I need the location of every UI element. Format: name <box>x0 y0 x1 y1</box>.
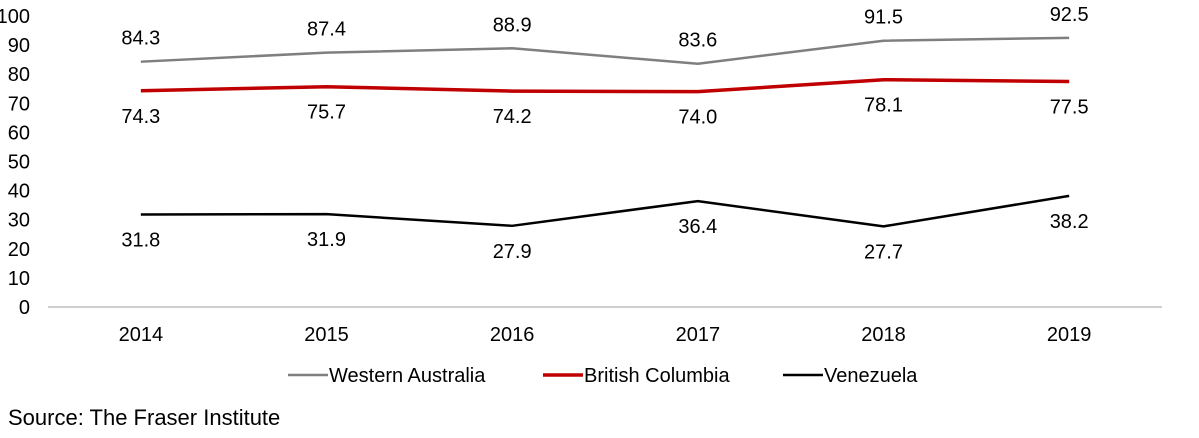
y-tick-label: 90 <box>8 35 30 57</box>
data-label: 83.6 <box>678 30 717 52</box>
data-label: 74.0 <box>678 107 717 129</box>
data-label: 74.3 <box>121 106 160 128</box>
data-label: 36.4 <box>678 216 717 238</box>
data-label: 31.8 <box>121 229 160 251</box>
x-axis: 2014 2015 2016 2017 2018 2019 <box>119 324 1092 346</box>
x-tick-label: 2017 <box>676 324 721 346</box>
legend-label: Western Australia <box>329 365 486 387</box>
data-label: 87.4 <box>307 19 346 41</box>
data-label: 75.7 <box>307 102 346 124</box>
data-labels: 84.3 87.4 88.9 83.6 91.5 92.5 74.3 75.7 74.2 74.0… <box>121 4 1088 264</box>
source-note: Source: The Fraser Institute <box>8 405 281 430</box>
data-label: 27.7 <box>864 241 903 263</box>
y-axis: 0 10 20 30 40 50 60 70 80 90 100 <box>0 6 30 319</box>
y-tick-label: 0 <box>19 297 30 319</box>
legend-label: British Columbia <box>584 365 730 387</box>
y-tick-label: 60 <box>8 122 30 144</box>
y-tick-label: 100 <box>0 6 30 28</box>
y-tick-label: 70 <box>8 93 30 115</box>
y-tick-label: 30 <box>8 210 30 232</box>
x-tick-label: 2019 <box>1047 324 1092 346</box>
data-label: 92.5 <box>1050 4 1089 26</box>
data-label: 38.2 <box>1050 211 1089 233</box>
series-lines <box>140 36 1070 228</box>
data-label: 84.3 <box>121 28 160 50</box>
series-line <box>140 77 1070 94</box>
x-tick-label: 2016 <box>490 324 535 346</box>
y-tick-label: 20 <box>8 239 30 261</box>
x-tick-label: 2018 <box>861 324 906 346</box>
x-tick-label: 2015 <box>304 324 349 346</box>
legend: Western Australia British Columbia Venezue… <box>288 365 918 387</box>
data-label: 74.2 <box>493 106 532 128</box>
legend-label: Venezuela <box>824 365 918 387</box>
y-tick-label: 50 <box>8 152 30 174</box>
data-label: 31.9 <box>307 229 346 251</box>
y-tick-label: 10 <box>8 268 30 290</box>
y-tick-label: 40 <box>8 181 30 203</box>
x-tick-label: 2014 <box>119 324 164 346</box>
data-label: 78.1 <box>864 95 903 117</box>
series-line <box>140 194 1070 228</box>
data-label: 91.5 <box>864 7 903 29</box>
data-label: 88.9 <box>493 14 532 36</box>
data-label: 27.9 <box>493 241 532 263</box>
series-line <box>140 36 1070 65</box>
y-tick-label: 80 <box>8 64 30 86</box>
data-label: 77.5 <box>1050 96 1089 118</box>
